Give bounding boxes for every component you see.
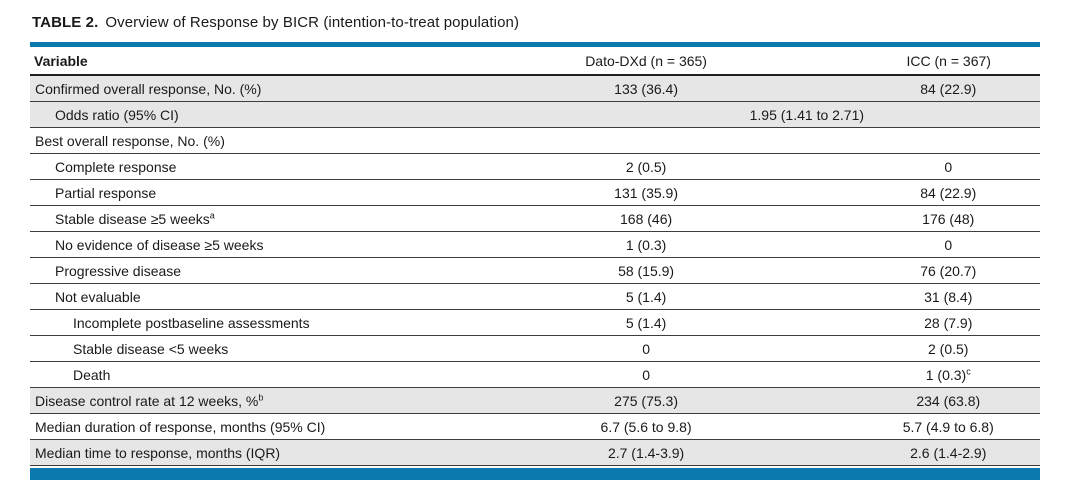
- dato-value-cell: 1 (0.3): [504, 231, 788, 258]
- dato-value-cell: 0: [504, 335, 788, 362]
- icc-value-cell: 31 (8.4): [787, 283, 1040, 310]
- row-label: Not evaluable: [30, 283, 505, 310]
- table-row: Best overall response, No. (%): [30, 127, 1040, 154]
- table-row: Partial response 131 (35.9) 84 (22.9): [30, 179, 1040, 206]
- dato-value-cell: 5 (1.4): [504, 309, 788, 336]
- row-label: Median time to response, months (IQR): [30, 439, 505, 466]
- icc-value-cell: 0: [787, 153, 1040, 180]
- row-label: Stable disease ≥5 weeksa: [30, 205, 505, 232]
- row-label: Progressive disease: [30, 257, 505, 284]
- icc-value-cell: 84 (22.9): [787, 179, 1040, 206]
- row-label: No evidence of disease ≥5 weeks: [30, 231, 505, 258]
- table-number-label: TABLE 2.: [32, 14, 99, 31]
- icc-value-cell: 5.7 (4.9 to 6.8): [787, 413, 1040, 440]
- header-row: Variable Dato-DXd (n = 365) ICC (n = 367…: [30, 47, 1040, 76]
- icc-value-cell: 1 (0.3)c: [787, 361, 1040, 388]
- icc-value-cell: [787, 127, 1040, 154]
- row-label: Death: [30, 361, 505, 388]
- row-label: Incomplete postbaseline assessments: [30, 309, 505, 336]
- row-label: Stable disease <5 weeks: [30, 335, 505, 362]
- table-row: Confirmed overall response, No. (%) 133 (…: [30, 75, 1040, 102]
- table-row: No evidence of disease ≥5 weeks 1 (0.3) 0: [30, 231, 1040, 258]
- span-value-cell: 1.95 (1.41 to 2.71): [504, 101, 1040, 128]
- row-label: Median duration of response, months (95%…: [30, 413, 505, 440]
- icc-value-cell: 2.6 (1.4-2.9): [787, 439, 1040, 466]
- table-row: Stable disease <5 weeks 0 2 (0.5): [30, 335, 1040, 362]
- column-header-icc: ICC (n = 367): [787, 47, 1040, 76]
- column-header-variable: Variable: [30, 47, 505, 76]
- icc-value-cell: 76 (20.7): [787, 257, 1040, 284]
- table-row: Median duration of response, months (95%…: [30, 413, 1040, 440]
- table-row: Complete response 2 (0.5) 0: [30, 153, 1040, 180]
- table-row: Death 0 1 (0.3)c: [30, 361, 1040, 388]
- table-title: TABLE 2. Overview of Response by BICR (in…: [32, 14, 1040, 31]
- dato-value-cell: 2 (0.5): [504, 153, 788, 180]
- icc-value-cell: 234 (63.8): [787, 387, 1040, 414]
- response-table: Variable Dato-DXd (n = 365) ICC (n = 367…: [30, 47, 1040, 466]
- accent-rule-top: [30, 42, 1040, 47]
- dato-value-cell: 58 (15.9): [504, 257, 788, 284]
- row-label: Disease control rate at 12 weeks, %b: [30, 387, 505, 414]
- table-row: Not evaluable 5 (1.4) 31 (8.4): [30, 283, 1040, 310]
- table-title-text: Overview of Response by BICR (intention-…: [105, 14, 520, 31]
- icc-value-cell: 0: [787, 231, 1040, 258]
- row-label: Odds ratio (95% CI): [30, 101, 505, 128]
- table-row: Stable disease ≥5 weeksa 168 (46) 176 (48): [30, 205, 1040, 232]
- table-row: Incomplete postbaseline assessments 5 (1.…: [30, 309, 1040, 336]
- dato-value-cell: [504, 127, 788, 154]
- table-body: Confirmed overall response, No. (%) 133 (…: [30, 75, 1040, 466]
- table-row: Median time to response, months (IQR) 2.7…: [30, 439, 1040, 466]
- dato-value-cell: 2.7 (1.4-3.9): [504, 439, 788, 466]
- dato-value-cell: 133 (36.4): [504, 75, 788, 102]
- dato-value-cell: 168 (46): [504, 205, 788, 232]
- footnote-marker: a: [209, 209, 215, 220]
- accent-bar-bottom: [30, 468, 1040, 480]
- row-label: Partial response: [30, 179, 505, 206]
- column-header-dato-dxd: Dato-DXd (n = 365): [504, 47, 788, 76]
- dato-value-cell: 0: [504, 361, 788, 388]
- dato-value-cell: 5 (1.4): [504, 283, 788, 310]
- icc-value-cell: 84 (22.9): [787, 75, 1040, 102]
- icc-value-cell: 176 (48): [787, 205, 1040, 232]
- table-row: Odds ratio (95% CI) 1.95 (1.41 to 2.71): [30, 101, 1040, 128]
- dato-value-cell: 275 (75.3): [504, 387, 788, 414]
- footnote-marker: c: [966, 365, 971, 376]
- dato-value-cell: 131 (35.9): [504, 179, 788, 206]
- row-label: Best overall response, No. (%): [30, 127, 505, 154]
- icc-value-cell: 2 (0.5): [787, 335, 1040, 362]
- row-label: Complete response: [30, 153, 505, 180]
- dato-value-cell: 6.7 (5.6 to 9.8): [504, 413, 788, 440]
- table-row: Disease control rate at 12 weeks, %b 275 …: [30, 387, 1040, 414]
- table-row: Progressive disease 58 (15.9) 76 (20.7): [30, 257, 1040, 284]
- icc-value-cell: 28 (7.9): [787, 309, 1040, 336]
- footnote-marker: b: [258, 391, 264, 402]
- row-label: Confirmed overall response, No. (%): [30, 75, 505, 102]
